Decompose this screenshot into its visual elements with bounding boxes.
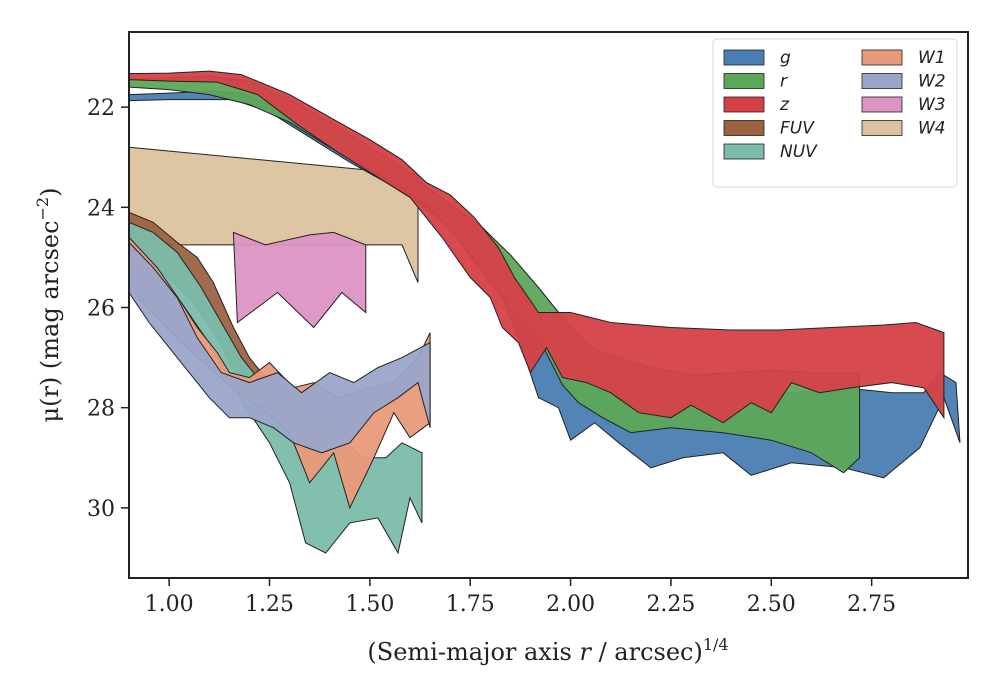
x-tick-label: 2.25 [646,592,695,617]
x-tick-label: 2.50 [747,592,796,617]
legend-label-fuv: FUV [780,119,815,139]
legend-swatch-w4 [861,120,903,136]
y-tick-label: 30 [87,497,115,522]
x-tick-label: 2.75 [847,592,896,617]
y-tick-label: 22 [87,96,115,121]
legend-swatch-g [723,49,765,66]
plot-frame [128,31,969,579]
legend-swatch-z [723,96,765,113]
legend-swatch-r [723,73,765,89]
y-axis-label: μ(r) (mag arcsec−2) [33,188,64,423]
legend-label-w1: W1 [918,48,946,68]
y-tick-label: 28 [87,397,115,422]
legend-label-w2: W2 [918,72,946,92]
series-band-w3 [232,231,367,329]
series-band-w2 [129,241,431,454]
legend-swatch-nuv [723,143,765,160]
x-tick-label: 1.50 [345,592,394,617]
legend-label-r: r [780,72,788,92]
legend-swatch-w2 [861,73,903,89]
y-tick-label: 24 [87,196,115,221]
x-tick-label: 2.00 [546,592,595,617]
x-axis-label: (Semi-major axis r / arcsec)1/4 [367,635,728,666]
series-layer [129,70,961,555]
legend-swatch-fuv [723,120,765,136]
legend: grz FUV NUV W1 W2 W3 W4 [712,38,958,188]
legend-label-nuv: NUV [780,142,818,162]
legend-label-z: z [779,95,790,115]
y-tick-label: 26 [87,297,115,322]
legend-label-w3: W3 [918,95,946,115]
series-band-z [129,70,945,424]
legend-swatch-w3 [861,96,903,113]
legend-label-w4: W4 [918,119,946,139]
x-tick-label: 1.00 [145,592,194,617]
legend-label-g: g [780,48,791,68]
ticks-layer: 1.00 1.25 1.50 1.75 2.00 2.25 2.50 2.75 22 24 26 28… [87,96,896,617]
legend-swatch-w1 [861,49,903,66]
x-tick-label: 1.25 [245,592,294,617]
x-tick-label: 1.75 [446,592,495,617]
